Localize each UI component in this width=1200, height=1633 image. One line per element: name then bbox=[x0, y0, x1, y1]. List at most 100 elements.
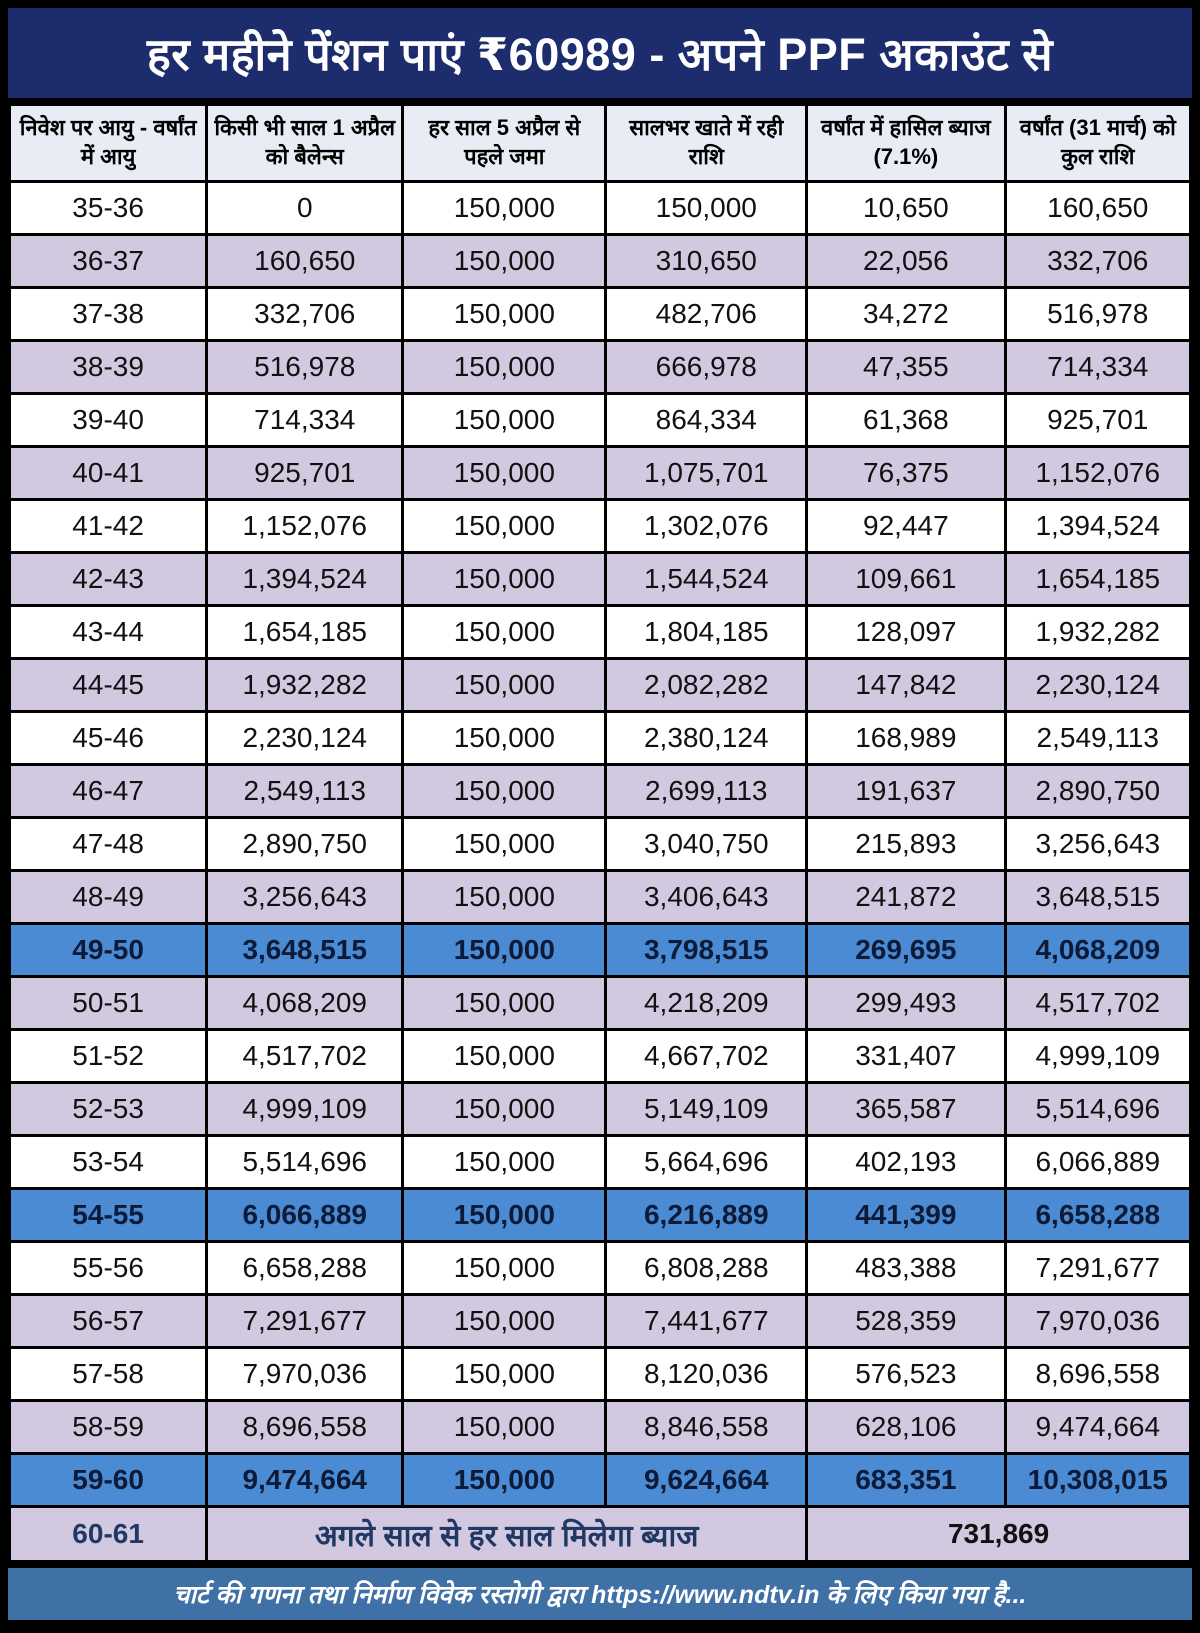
cell-deposit: 150,000 bbox=[401, 1081, 608, 1137]
cell-age: 35-36 bbox=[7, 180, 209, 236]
cell-year-amount: 8,846,558 bbox=[604, 1399, 809, 1455]
cell-deposit: 150,000 bbox=[401, 1346, 608, 1402]
table-row: 44-45 1,932,282 150,000 2,082,282 147,84… bbox=[7, 657, 1193, 713]
column-header-year-amount: सालभर खाते में रही राशि bbox=[604, 103, 809, 183]
cell-total: 3,256,643 bbox=[1003, 816, 1193, 872]
page-title: हर महीने पेंशन पाएं ₹60989 - अपने PPF अक… bbox=[146, 28, 1054, 80]
cell-deposit: 150,000 bbox=[401, 975, 608, 1031]
table-row: 35-36 0 150,000 150,000 10,650 160,650 bbox=[7, 180, 1193, 236]
cell-deposit: 150,000 bbox=[401, 763, 608, 819]
cell-age: 51-52 bbox=[7, 1028, 209, 1084]
cell-total: 1,932,282 bbox=[1003, 604, 1193, 660]
cell-age: 36-37 bbox=[7, 233, 209, 289]
cell-final-note: अगले साल से हर साल मिलेगा ब्याज bbox=[205, 1505, 809, 1563]
cell-year-amount: 4,667,702 bbox=[604, 1028, 809, 1084]
cell-opening-balance: 6,066,889 bbox=[205, 1187, 405, 1243]
cell-year-amount: 482,706 bbox=[604, 286, 809, 342]
table-row: 42-43 1,394,524 150,000 1,544,524 109,66… bbox=[7, 551, 1193, 607]
cell-age: 59-60 bbox=[7, 1452, 209, 1508]
cell-interest: 528,359 bbox=[805, 1293, 1007, 1349]
cell-opening-balance: 8,696,558 bbox=[205, 1399, 405, 1455]
cell-age: 58-59 bbox=[7, 1399, 209, 1455]
cell-age: 50-51 bbox=[7, 975, 209, 1031]
table-row: 51-52 4,517,702 150,000 4,667,702 331,40… bbox=[7, 1028, 1193, 1084]
table-header: निवेश पर आयु - वर्षांत में आयु किसी भी स… bbox=[7, 103, 1193, 183]
cell-total: 2,890,750 bbox=[1003, 763, 1193, 819]
table-row: 43-44 1,654,185 150,000 1,804,185 128,09… bbox=[7, 604, 1193, 660]
cell-interest: 191,637 bbox=[805, 763, 1007, 819]
table-row: 37-38 332,706 150,000 482,706 34,272 516… bbox=[7, 286, 1193, 342]
table-row: 59-60 9,474,664 150,000 9,624,664 683,35… bbox=[7, 1452, 1193, 1508]
cell-opening-balance: 9,474,664 bbox=[205, 1452, 405, 1508]
cell-age: 48-49 bbox=[7, 869, 209, 925]
cell-age: 56-57 bbox=[7, 1293, 209, 1349]
cell-opening-balance: 2,230,124 bbox=[205, 710, 405, 766]
cell-deposit: 150,000 bbox=[401, 922, 608, 978]
cell-year-amount: 6,216,889 bbox=[604, 1187, 809, 1243]
cell-opening-balance: 160,650 bbox=[205, 233, 405, 289]
cell-age: 42-43 bbox=[7, 551, 209, 607]
table-row: 52-53 4,999,109 150,000 5,149,109 365,58… bbox=[7, 1081, 1193, 1137]
header-row: निवेश पर आयु - वर्षांत में आयु किसी भी स… bbox=[7, 103, 1193, 183]
cell-year-amount: 7,441,677 bbox=[604, 1293, 809, 1349]
cell-deposit: 150,000 bbox=[401, 233, 608, 289]
cell-deposit: 150,000 bbox=[401, 1240, 608, 1296]
cell-opening-balance: 1,152,076 bbox=[205, 498, 405, 554]
cell-total: 6,066,889 bbox=[1003, 1134, 1193, 1190]
cell-interest: 241,872 bbox=[805, 869, 1007, 925]
column-header-deposit: हर साल 5 अप्रैल से पहले जमा bbox=[401, 103, 608, 183]
cell-interest: 331,407 bbox=[805, 1028, 1007, 1084]
cell-opening-balance: 0 bbox=[205, 180, 405, 236]
cell-age: 45-46 bbox=[7, 710, 209, 766]
cell-age: 47-48 bbox=[7, 816, 209, 872]
column-header-interest: वर्षांत में हासिल ब्याज (7.1%) bbox=[805, 103, 1007, 183]
cell-deposit: 150,000 bbox=[401, 1134, 608, 1190]
cell-total: 2,549,113 bbox=[1003, 710, 1193, 766]
cell-age: 53-54 bbox=[7, 1134, 209, 1190]
table-row: 54-55 6,066,889 150,000 6,216,889 441,39… bbox=[7, 1187, 1193, 1243]
credit-text: चार्ट की गणना तथा निर्माण विवेक रस्तोगी … bbox=[173, 1581, 1027, 1609]
cell-year-amount: 3,798,515 bbox=[604, 922, 809, 978]
cell-interest: 576,523 bbox=[805, 1346, 1007, 1402]
table-row: 46-47 2,549,113 150,000 2,699,113 191,63… bbox=[7, 763, 1193, 819]
table-row: 36-37 160,650 150,000 310,650 22,056 332… bbox=[7, 233, 1193, 289]
cell-interest: 128,097 bbox=[805, 604, 1007, 660]
cell-deposit: 150,000 bbox=[401, 869, 608, 925]
cell-interest: 22,056 bbox=[805, 233, 1007, 289]
cell-total: 160,650 bbox=[1003, 180, 1193, 236]
table-row: 57-58 7,970,036 150,000 8,120,036 576,52… bbox=[7, 1346, 1193, 1402]
cell-year-amount: 666,978 bbox=[604, 339, 809, 395]
cell-year-amount: 5,664,696 bbox=[604, 1134, 809, 1190]
cell-age: 41-42 bbox=[7, 498, 209, 554]
cell-year-amount: 1,302,076 bbox=[604, 498, 809, 554]
cell-total: 1,394,524 bbox=[1003, 498, 1193, 554]
cell-opening-balance: 925,701 bbox=[205, 445, 405, 501]
cell-deposit: 150,000 bbox=[401, 498, 608, 554]
cell-deposit: 150,000 bbox=[401, 1028, 608, 1084]
cell-year-amount: 310,650 bbox=[604, 233, 809, 289]
cell-age: 57-58 bbox=[7, 1346, 209, 1402]
cell-opening-balance: 7,291,677 bbox=[205, 1293, 405, 1349]
cell-year-amount: 2,699,113 bbox=[604, 763, 809, 819]
credit-bar: चार्ट की गणना तथा निर्माण विवेक रस्तोगी … bbox=[8, 1568, 1192, 1620]
cell-deposit: 150,000 bbox=[401, 445, 608, 501]
cell-deposit: 150,000 bbox=[401, 392, 608, 448]
cell-year-amount: 2,082,282 bbox=[604, 657, 809, 713]
cell-interest: 683,351 bbox=[805, 1452, 1007, 1508]
cell-total: 332,706 bbox=[1003, 233, 1193, 289]
column-header-total: वर्षांत (31 मार्च) को कुल राशि bbox=[1003, 103, 1193, 183]
cell-year-amount: 864,334 bbox=[604, 392, 809, 448]
cell-opening-balance: 1,654,185 bbox=[205, 604, 405, 660]
table-row: 50-51 4,068,209 150,000 4,218,209 299,49… bbox=[7, 975, 1193, 1031]
table-row: 56-57 7,291,677 150,000 7,441,677 528,35… bbox=[7, 1293, 1193, 1349]
cell-year-amount: 150,000 bbox=[604, 180, 809, 236]
cell-year-amount: 3,040,750 bbox=[604, 816, 809, 872]
cell-interest: 269,695 bbox=[805, 922, 1007, 978]
cell-opening-balance: 6,658,288 bbox=[205, 1240, 405, 1296]
cell-total: 7,970,036 bbox=[1003, 1293, 1193, 1349]
cell-year-amount: 9,624,664 bbox=[604, 1452, 809, 1508]
table-row: 58-59 8,696,558 150,000 8,846,558 628,10… bbox=[7, 1399, 1193, 1455]
cell-opening-balance: 2,890,750 bbox=[205, 816, 405, 872]
cell-year-amount: 5,149,109 bbox=[604, 1081, 809, 1137]
